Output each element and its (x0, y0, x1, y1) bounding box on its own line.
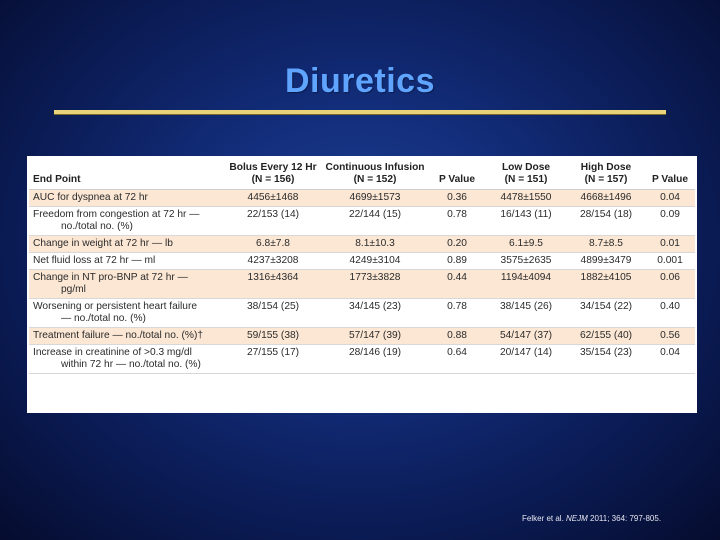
title-underline (54, 110, 666, 114)
cell-continuous: 1773±3828 (321, 269, 429, 299)
table-row: Treatment failure — no./total no. (%)† 59… (29, 327, 695, 345)
end-point-text: Treatment failure — no./total no. (%)† (33, 330, 204, 341)
cell-p-value-2: 0.06 (645, 269, 695, 299)
table-row: Freedom from congestion at 72 hr — no./to… (29, 206, 695, 236)
end-point-text: pg/ml (61, 284, 86, 295)
cell-high-dose: 62/155 (40) (567, 327, 645, 345)
citation: Felker et al. NEJM 2011; 364: 797-805. (522, 514, 712, 523)
cell-end-point: Worsening or persistent heart failure — n… (29, 298, 225, 328)
end-point-text: — no./total no. (%) (61, 313, 146, 324)
citation-details: 2011; 364: 797-805. (587, 514, 662, 523)
cell-continuous: 22/144 (15) (321, 206, 429, 236)
cell-bolus: 4237±3208 (225, 252, 321, 270)
cell-low-dose: 6.1±9.5 (485, 235, 567, 253)
cell-continuous: 4249±3104 (321, 252, 429, 270)
cell-continuous: 4699±1573 (321, 189, 429, 207)
table-row: Increase in creatinine of >0.3 mg/dl with… (29, 344, 695, 374)
table-row: AUC for dyspnea at 72 hr 4456±1468 4699±15… (29, 189, 695, 207)
cell-continuous: 28/146 (19) (321, 344, 429, 374)
cell-high-dose: 4668±1496 (567, 189, 645, 207)
header-continuous-infusion: Continuous Infusion (N = 152) (321, 160, 429, 190)
cell-low-dose: 3575±2635 (485, 252, 567, 270)
cell-low-dose: 4478±1550 (485, 189, 567, 207)
header-low-dose: Low Dose (N = 151) (485, 160, 567, 190)
cell-p-value-2: 0.01 (645, 235, 695, 253)
cell-p-value-1: 0.78 (429, 206, 485, 236)
header-bolus: Bolus Every 12 Hr (N = 156) (225, 160, 321, 190)
slide-title: Diuretics (285, 62, 435, 100)
cell-low-dose: 16/143 (11) (485, 206, 567, 236)
table-row: Change in NT pro-BNP at 72 hr — pg/ml 1316… (29, 269, 695, 299)
cell-low-dose: 54/147 (37) (485, 327, 567, 345)
end-point-text: Worsening or persistent heart failure (33, 301, 198, 312)
cell-p-value-1: 0.36 (429, 189, 485, 207)
cell-high-dose: 1882±4105 (567, 269, 645, 299)
cell-p-value-1: 0.89 (429, 252, 485, 270)
cell-high-dose: 4899±3479 (567, 252, 645, 270)
table-row: Worsening or persistent heart failure — n… (29, 298, 695, 328)
results-table: End Point Bolus Every 12 Hr (N = 156) Co… (29, 160, 695, 374)
end-point-text: AUC for dyspnea at 72 hr (33, 192, 148, 203)
end-point-text: Change in NT pro-BNP at 72 hr — (33, 272, 188, 283)
header-end-point: End Point (29, 160, 225, 190)
cell-bolus: 6.8±7.8 (225, 235, 321, 253)
table-row: Change in weight at 72 hr — lb 6.8±7.8 8.1… (29, 235, 695, 253)
cell-continuous: 57/147 (39) (321, 327, 429, 345)
cell-p-value-1: 0.64 (429, 344, 485, 374)
cell-end-point: Treatment failure — no./total no. (%)† (29, 327, 225, 345)
cell-p-value-2: 0.56 (645, 327, 695, 345)
cell-p-value-1: 0.20 (429, 235, 485, 253)
cell-low-dose: 38/145 (26) (485, 298, 567, 328)
cell-end-point: Change in weight at 72 hr — lb (29, 235, 225, 253)
cell-bolus: 27/155 (17) (225, 344, 321, 374)
header-p-value-1: P Value (429, 160, 485, 190)
cell-p-value-1: 0.78 (429, 298, 485, 328)
cell-continuous: 34/145 (23) (321, 298, 429, 328)
cell-high-dose: 8.7±8.5 (567, 235, 645, 253)
cell-p-value-2: 0.04 (645, 344, 695, 374)
cell-bolus: 59/155 (38) (225, 327, 321, 345)
end-point-text: Increase in creatinine of >0.3 mg/dl (33, 347, 192, 358)
cell-low-dose: 20/147 (14) (485, 344, 567, 374)
cell-bolus: 22/153 (14) (225, 206, 321, 236)
cell-p-value-1: 0.88 (429, 327, 485, 345)
cell-low-dose: 1194±4094 (485, 269, 567, 299)
cell-end-point: AUC for dyspnea at 72 hr (29, 189, 225, 207)
cell-high-dose: 28/154 (18) (567, 206, 645, 236)
cell-bolus: 4456±1468 (225, 189, 321, 207)
header-p-value-2: P Value (645, 160, 695, 190)
results-table-card: End Point Bolus Every 12 Hr (N = 156) Co… (27, 156, 697, 413)
cell-bolus: 38/154 (25) (225, 298, 321, 328)
cell-p-value-2: 0.40 (645, 298, 695, 328)
end-point-text: no./total no. (%) (61, 221, 133, 232)
cell-bolus: 1316±4364 (225, 269, 321, 299)
cell-p-value-2: 0.001 (645, 252, 695, 270)
cell-end-point: Increase in creatinine of >0.3 mg/dl with… (29, 344, 225, 374)
cell-p-value-2: 0.04 (645, 189, 695, 207)
end-point-text: Net fluid loss at 72 hr — ml (33, 255, 156, 266)
cell-end-point: Change in NT pro-BNP at 72 hr — pg/ml (29, 269, 225, 299)
end-point-text: Change in weight at 72 hr — lb (33, 238, 173, 249)
cell-high-dose: 35/154 (23) (567, 344, 645, 374)
header-high-dose: High Dose (N = 157) (567, 160, 645, 190)
cell-continuous: 8.1±10.3 (321, 235, 429, 253)
table-header-row: End Point Bolus Every 12 Hr (N = 156) Co… (29, 160, 695, 190)
table-row: Net fluid loss at 72 hr — ml 4237±3208 424… (29, 252, 695, 270)
cell-high-dose: 34/154 (22) (567, 298, 645, 328)
table-body: AUC for dyspnea at 72 hr 4456±1468 4699±15… (29, 189, 695, 374)
cell-end-point: Freedom from congestion at 72 hr — no./to… (29, 206, 225, 236)
citation-journal: NEJM (566, 514, 588, 523)
cell-p-value-2: 0.09 (645, 206, 695, 236)
cell-end-point: Net fluid loss at 72 hr — ml (29, 252, 225, 270)
citation-authors: Felker et al. (522, 514, 567, 523)
end-point-text: within 72 hr — no./total no. (%) (61, 359, 201, 370)
cell-p-value-1: 0.44 (429, 269, 485, 299)
end-point-text: Freedom from congestion at 72 hr — (33, 209, 200, 220)
